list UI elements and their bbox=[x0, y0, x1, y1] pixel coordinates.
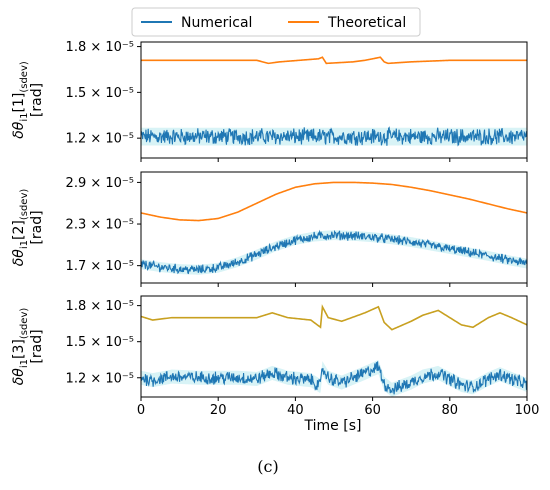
x-tick-label: 80 bbox=[442, 403, 459, 418]
panel-2: 1.7 × 10⁻⁵ 2.3 × 10⁻⁵ 2.9 × 10⁻⁵ δθi1[2](sd… bbox=[11, 171, 528, 287]
panel-1-frame bbox=[140, 41, 528, 159]
x-tick-label: 60 bbox=[364, 403, 381, 418]
y-tick-label-panel-2: 2.9 × 10⁻⁵ bbox=[66, 176, 134, 191]
panel-1: 1.2 × 10⁻⁵ 1.5 × 10⁻⁵ 1.8 × 10⁻⁵ δθi1[1](sd… bbox=[11, 40, 528, 162]
legend: Numerical Theoretical bbox=[131, 7, 421, 37]
x-axis-label: Time [s] bbox=[304, 418, 362, 434]
panel-1-plot-area bbox=[141, 56, 527, 147]
series-theoretical-line-panel-2 bbox=[141, 181, 527, 222]
panel-2-plot-area bbox=[141, 181, 527, 275]
y-tick-label-panel-3: 1.8 × 10⁻⁵ bbox=[66, 299, 134, 314]
y-tick-label-panel-2: 2.3 × 10⁻⁵ bbox=[66, 218, 134, 233]
panel-3: 1.2 × 10⁻⁵ 1.5 × 10⁻⁵ 1.8 × 10⁻⁵ 0 20 40 60 80 1… bbox=[11, 295, 540, 418]
y-tick-label-panel-1: 1.8 × 10⁻⁵ bbox=[66, 40, 134, 55]
y-tick-label-panel-3: 1.2 × 10⁻⁵ bbox=[66, 371, 134, 386]
x-tick-label: 0 bbox=[137, 403, 145, 418]
legend-label-numerical: Numerical bbox=[181, 15, 252, 31]
series-numerical-line-panel-2 bbox=[141, 229, 527, 275]
series-theoretical-line-panel-1 bbox=[141, 56, 527, 65]
legend-label-theoretical: Theoretical bbox=[327, 15, 406, 31]
y-tick-label-panel-3: 1.5 × 10⁻⁵ bbox=[66, 335, 134, 350]
y-axis-unit-panel-1: [rad] bbox=[29, 83, 45, 117]
series-theoretical-line-panel-3 bbox=[141, 304, 527, 331]
figure-caption: (c) bbox=[257, 457, 278, 476]
panels: 1.2 × 10⁻⁵ 1.5 × 10⁻⁵ 1.8 × 10⁻⁵ δθi1[1](sd… bbox=[11, 40, 539, 418]
panel-2-frame bbox=[140, 171, 528, 284]
y-tick-label-panel-2: 1.7 × 10⁻⁵ bbox=[66, 259, 134, 274]
y-axis-label-panel-2: δθi1[2](sdev) bbox=[11, 189, 30, 267]
legend-frame bbox=[131, 7, 421, 37]
series-numerical-line-panel-1 bbox=[141, 126, 527, 147]
y-axis-unit-panel-2: [rad] bbox=[29, 210, 45, 244]
y-tick-label-panel-1: 1.2 × 10⁻⁵ bbox=[66, 132, 134, 147]
y-axis-label-panel-3: δθi1[3](sdev) bbox=[11, 308, 30, 386]
x-tick-label: 40 bbox=[287, 403, 304, 418]
x-tick-label: 20 bbox=[210, 403, 227, 418]
series-numerical-line-panel-3 bbox=[141, 361, 527, 395]
y-axis-unit-panel-3: [rad] bbox=[29, 329, 45, 363]
x-tick-label: 100 bbox=[515, 403, 540, 418]
y-axis-label-panel-1: δθi1[1](sdev) bbox=[11, 61, 30, 139]
panel-3-frame bbox=[140, 295, 528, 398]
y-tick-label-panel-1: 1.5 × 10⁻⁵ bbox=[66, 86, 134, 101]
panel-3-plot-area bbox=[141, 304, 527, 397]
